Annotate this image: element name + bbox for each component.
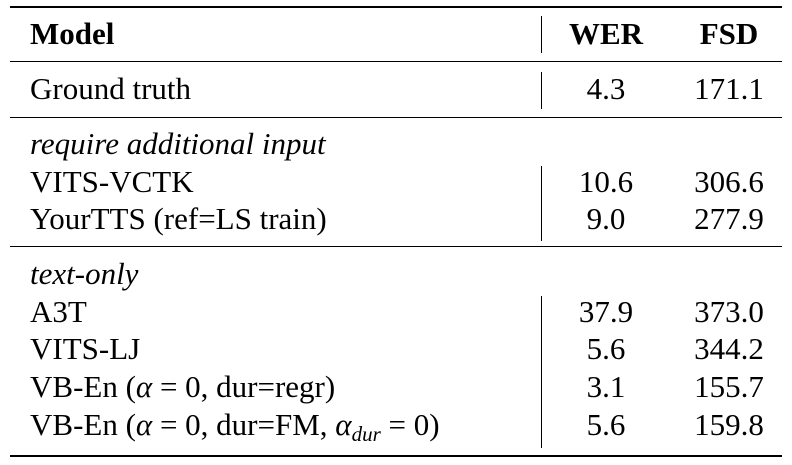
table-row-fsd: 373.0 — [694, 294, 764, 329]
model-suffix: dur=regr) — [216, 369, 336, 404]
table-row-model: VITS-VCTK — [30, 164, 194, 199]
table-row-model: VITS-LJ — [30, 331, 141, 366]
table-row-model: YourTTS (ref=LS train) — [30, 201, 327, 236]
top-rule — [10, 6, 782, 8]
ground-truth-wer: 4.3 — [586, 71, 626, 106]
vertical-separator — [541, 166, 543, 241]
vertical-separator — [541, 16, 543, 53]
table-row-fsd: 306.6 — [694, 164, 764, 199]
ground-truth-fsd: 171.1 — [694, 71, 764, 106]
results-table: Model WER FSD Ground truth 4.3 171.1 req… — [10, 6, 782, 458]
model-prefix: VB-En ( — [30, 407, 136, 442]
group-label: text-only — [30, 256, 139, 291]
header-rule — [10, 61, 782, 63]
model-equation: = 0, dur=FM, — [152, 407, 336, 442]
alpha-symbol: α — [135, 369, 153, 404]
header-wer: WER — [568, 16, 644, 51]
table-row-wer: 37.9 — [578, 294, 634, 329]
vertical-separator — [541, 72, 543, 109]
table-row-fsd: 159.8 — [694, 407, 764, 442]
ground-truth-rule — [10, 117, 782, 119]
table-row-model: VB-En (α = 0, dur=FM, αdur = 0) — [30, 407, 440, 452]
group-rule — [10, 246, 782, 248]
dur-subscript: dur — [351, 422, 381, 446]
table-row-wer: 9.0 — [586, 201, 626, 236]
header-model: Model — [30, 16, 115, 51]
table-row-wer: 10.6 — [578, 164, 634, 199]
table-row-model: A3T — [30, 294, 87, 329]
table-row-wer: 3.1 — [586, 369, 626, 404]
bottom-rule — [10, 455, 782, 457]
table-row-model: VB-En (α = 0, dur=regr) — [30, 369, 335, 405]
alpha-dur-symbol: α — [335, 407, 352, 442]
group-label: require additional input — [30, 126, 326, 161]
alpha-symbol: α — [135, 407, 153, 442]
table-row-fsd: 277.9 — [694, 201, 764, 236]
model-equation: = 0, — [152, 369, 217, 404]
vertical-separator — [541, 296, 543, 448]
ground-truth-model: Ground truth — [30, 71, 192, 106]
table-row-fsd: 344.2 — [694, 331, 764, 366]
model-equation-end: = 0) — [380, 407, 440, 442]
table-row-wer: 5.6 — [586, 331, 626, 366]
table-row-fsd: 155.7 — [694, 369, 764, 404]
model-prefix: VB-En ( — [30, 369, 136, 404]
header-fsd: FSD — [699, 16, 759, 51]
table-row-wer: 5.6 — [586, 407, 626, 442]
